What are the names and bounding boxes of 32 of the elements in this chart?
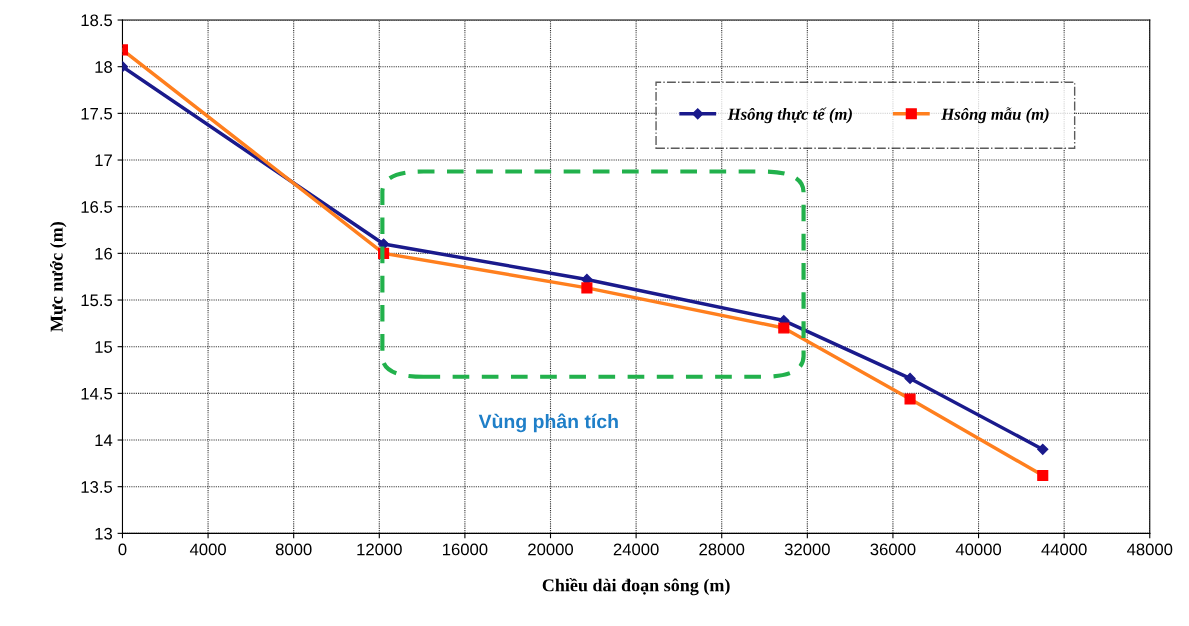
y-tick-label: 17 [95,154,112,167]
y-tick-label: 13 [95,527,113,540]
x-tick-label: 0 [118,543,127,556]
x-tick-label: 44000 [1041,543,1087,556]
x-tick-label: 40000 [955,543,1002,556]
annotation: Vùng phân tích [478,413,618,433]
y-tick-label: 18 [95,61,113,73]
y-tick-label: 14 [95,434,113,447]
x-tick-label: 4000 [189,543,226,556]
x-tick-label: 32000 [784,543,830,556]
x-tick-label: 12000 [357,543,402,556]
x-tick-label: 20000 [528,543,574,556]
point [1037,443,1049,455]
x-tick-label: 48000 [1126,543,1173,556]
y-tick-label: 17.5 [81,107,113,120]
legend-label: Hsông thực tế (m) [727,107,852,124]
x-tick-label: 8000 [275,543,312,556]
y-tick-label: 13.5 [81,481,113,493]
y-tick-label: 14.5 [81,387,113,400]
x-axis-title: Chiều dài đoạn sông (m) [542,578,730,596]
y-axis-title: Mực nước (m) [50,222,67,332]
y-tick-label: 16.5 [81,201,113,213]
point [904,372,916,385]
y-tick-label: 18.5 [81,14,113,27]
x-tick-label: 16000 [443,543,488,556]
y-tick-label: 15.5 [81,294,113,307]
x-tick-label: 36000 [870,543,916,556]
x-tick-label: 28000 [699,543,745,556]
x-tick-label: 24000 [613,543,659,556]
legend-label: Hsông mẫu (m) [941,107,1049,124]
y-tick-label: 15 [95,341,113,353]
y-tick-label: 16 [95,247,113,260]
